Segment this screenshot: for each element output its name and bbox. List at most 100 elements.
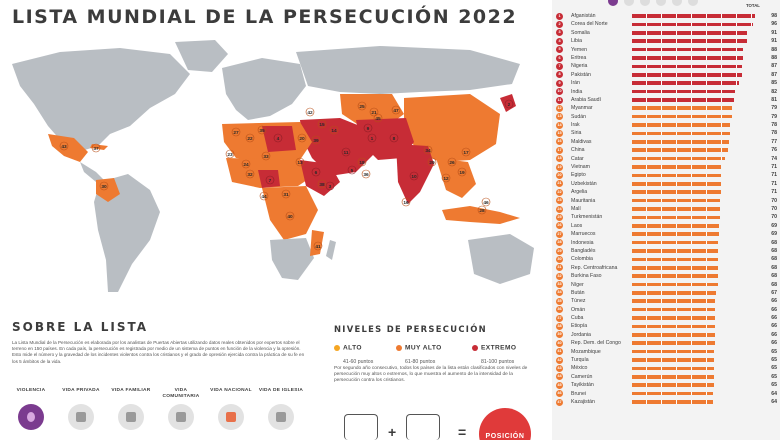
country-name: Burkina Faso <box>571 273 602 280</box>
country-name: Egipto <box>571 172 586 179</box>
table-row: 30 Colombia 68 <box>556 255 778 263</box>
table-row: 21 Uzbekistán 71 <box>556 180 778 188</box>
map-rank-label: 14 <box>331 128 337 134</box>
total-score: 65 <box>771 357 777 364</box>
greenland-shape <box>175 40 228 72</box>
table-row: 18 Catar 74 <box>556 155 778 163</box>
map-rank-label: 24 <box>243 162 249 168</box>
map-marker-ring <box>477 205 487 215</box>
map-marker-ring <box>273 133 283 143</box>
map-marker-ring <box>297 133 307 143</box>
sphere-vida-comunitaria: VIDA COMUNITARIA <box>156 388 206 430</box>
score-bar <box>632 30 747 35</box>
level-alto: ALTO 41-60 puntos <box>334 339 373 365</box>
map-rank-label: 8 <box>393 136 396 142</box>
score-bar <box>632 282 718 287</box>
total-score: 78 <box>771 122 777 129</box>
table-row: 28 Indonesia 68 <box>556 239 778 247</box>
country-name: Indonesia <box>571 239 594 246</box>
map-rank-label: 36 <box>363 172 369 178</box>
rank-badge: 7 <box>556 62 563 70</box>
rank-badge: 30 <box>556 255 563 263</box>
map-rank-label: 35 <box>259 128 265 134</box>
country-name: Pakistán <box>571 71 591 78</box>
map-marker-ring <box>281 189 291 199</box>
score-bar <box>632 299 716 304</box>
national-column-icon <box>672 0 682 6</box>
map-marker-ring <box>241 159 251 169</box>
cuba-shape <box>90 144 108 150</box>
map-marker-ring <box>409 171 419 181</box>
family-column-icon <box>640 0 650 6</box>
country-name: Nigeria <box>571 63 588 70</box>
country-name: Argelia <box>571 189 588 196</box>
score-bar <box>632 148 728 153</box>
map-marker-ring <box>59 141 69 151</box>
map-rank-label: 16 <box>403 200 409 206</box>
map-rank-label: 3 <box>329 184 332 190</box>
country-name: México <box>571 365 588 372</box>
rank-badge: 15 <box>556 130 563 138</box>
rank-badge: 43 <box>556 365 563 372</box>
total-score: 74 <box>771 155 777 162</box>
rank-badge: 17 <box>556 146 563 154</box>
country-name: Brunei <box>571 390 586 397</box>
level-name: EXTREMO <box>481 344 517 352</box>
table-row: 34 Bután 67 <box>556 289 778 297</box>
rank-badge: 37 <box>556 314 563 322</box>
table-row: 19 Vietnam 71 <box>556 163 778 171</box>
rank-badge: 40 <box>556 339 563 347</box>
level-dot <box>396 344 402 351</box>
position-badge: POSICIÓN <box>479 408 531 440</box>
map-rank-label: 13 <box>297 160 303 166</box>
total-score: 70 <box>771 205 777 212</box>
rank-badge: 13 <box>556 113 563 121</box>
map-rank-label: 27 <box>233 130 239 136</box>
table-row: 43 México 65 <box>556 364 778 372</box>
total-score: 96 <box>771 21 777 28</box>
map-rank-label: 38 <box>319 182 325 188</box>
country-name: Uzbekistán <box>571 180 597 187</box>
map-marker-ring <box>391 105 401 115</box>
table-row: 7 Nigeria 87 <box>556 62 778 70</box>
table-row: 9 Irán 85 <box>556 79 778 87</box>
sphere-label: VIDA NACIONAL <box>210 388 252 393</box>
map-marker-ring <box>423 145 433 155</box>
score-bar <box>632 106 732 111</box>
table-row: 25 Turkmenistán 70 <box>556 213 778 221</box>
indonesia-shape <box>442 206 520 224</box>
rank-badge: 10 <box>556 88 563 96</box>
score-bar <box>632 64 742 69</box>
map-rank-label: 30 <box>101 184 107 190</box>
table-row: 26 Laos 69 <box>556 222 778 230</box>
map-marker-ring <box>347 165 357 175</box>
table-row: 37 Cuba 66 <box>556 314 778 322</box>
violence-icon <box>18 404 44 430</box>
score-bar <box>632 391 713 396</box>
level-dot <box>334 344 340 351</box>
page-title: LISTA MUNDIAL DE LA PERSECUCIÓN 2022 <box>12 6 518 28</box>
private-life-icon <box>68 404 94 430</box>
map-marker-ring <box>311 167 321 177</box>
total-score: 68 <box>771 256 777 263</box>
total-score: 71 <box>771 180 777 187</box>
map-rank-label: 11 <box>343 150 348 156</box>
total-score: 88 <box>771 54 777 61</box>
map-rank-label: 28 <box>479 208 485 214</box>
score-formula: + = POSICIÓN <box>334 406 534 440</box>
church-column-icon <box>688 0 698 6</box>
score-bar <box>632 257 718 262</box>
southern-africa-shape <box>270 238 314 280</box>
country-name: Camerún <box>571 373 593 380</box>
india-shape <box>396 144 434 204</box>
map-marker-ring <box>357 101 367 111</box>
country-name: Tayikistán <box>571 382 594 389</box>
table-row: 44 Camerún 65 <box>556 373 778 381</box>
score-bar <box>632 89 736 94</box>
rank-badge: 2 <box>556 20 563 28</box>
total-score: 78 <box>771 130 777 137</box>
table-row: 39 Jordania 66 <box>556 331 778 339</box>
score-bar <box>632 307 716 312</box>
pressure-hand-icon <box>406 414 440 440</box>
score-bar <box>632 165 722 169</box>
